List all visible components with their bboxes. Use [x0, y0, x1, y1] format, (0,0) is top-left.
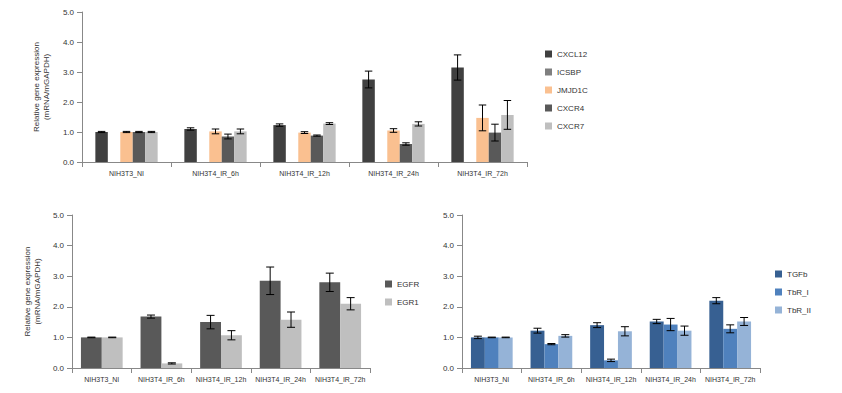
- svg-text:NIH3T4_IR_72h: NIH3T4_IR_72h: [315, 376, 366, 384]
- svg-text:1.0: 1.0: [53, 333, 65, 342]
- svg-text:2.0: 2.0: [443, 302, 455, 311]
- svg-text:ICSBP: ICSBP: [557, 68, 581, 77]
- svg-text:(mRNA/mGAPDH): (mRNA/mGAPDH): [42, 54, 51, 121]
- svg-text:1.0: 1.0: [443, 333, 455, 342]
- svg-text:NIH3T4_IR_24h: NIH3T4_IR_24h: [645, 376, 696, 384]
- svg-text:NIH3T4_IR_6h: NIH3T4_IR_6h: [138, 376, 185, 384]
- svg-text:NIH3T3_NI: NIH3T3_NI: [109, 170, 144, 178]
- svg-text:CXCR7: CXCR7: [557, 122, 585, 131]
- svg-text:0.0: 0.0: [443, 364, 455, 373]
- svg-text:3.0: 3.0: [443, 272, 455, 281]
- svg-text:TbR_I: TbR_I: [787, 288, 809, 297]
- svg-text:JMJD1C: JMJD1C: [557, 86, 588, 95]
- svg-text:2.0: 2.0: [63, 98, 75, 107]
- svg-text:5.0: 5.0: [53, 211, 65, 220]
- svg-text:CXCR4: CXCR4: [557, 104, 585, 113]
- svg-text:CXCL12: CXCL12: [557, 50, 588, 59]
- svg-text:TGFb: TGFb: [787, 270, 808, 279]
- svg-text:NIH3T4_IR_72h: NIH3T4_IR_72h: [457, 170, 508, 178]
- svg-text:4.0: 4.0: [53, 241, 65, 250]
- svg-text:5.0: 5.0: [443, 211, 455, 220]
- svg-text:NIH3T3_NI: NIH3T3_NI: [474, 376, 509, 384]
- svg-text:NIH3T4_IR_6h: NIH3T4_IR_6h: [528, 376, 575, 384]
- svg-text:(mRNA/mGAPDH): (mRNA/mGAPDH): [33, 258, 42, 325]
- svg-text:1.0: 1.0: [63, 128, 75, 137]
- svg-text:NIH3T4_IR_72h: NIH3T4_IR_72h: [705, 376, 756, 384]
- svg-text:NIH3T4_IR_12h: NIH3T4_IR_12h: [586, 376, 637, 384]
- svg-text:4.0: 4.0: [63, 38, 75, 47]
- svg-text:0.0: 0.0: [63, 158, 75, 167]
- svg-text:0.0: 0.0: [53, 364, 65, 373]
- svg-text:3.0: 3.0: [53, 272, 65, 281]
- svg-text:TbR_II: TbR_II: [787, 306, 811, 315]
- svg-text:Relative gene expression: Relative gene expression: [23, 247, 32, 337]
- svg-text:5.0: 5.0: [63, 8, 75, 17]
- svg-text:3.0: 3.0: [63, 68, 75, 77]
- svg-text:NIH3T4_IR_12h: NIH3T4_IR_12h: [279, 170, 330, 178]
- svg-text:NIH3T4_IR_6h: NIH3T4_IR_6h: [192, 170, 239, 178]
- svg-text:NIH3T3_NI: NIH3T3_NI: [84, 376, 119, 384]
- svg-text:EGR1: EGR1: [397, 298, 419, 307]
- svg-text:EGFR: EGFR: [397, 280, 419, 289]
- svg-text:NIH3T4_IR_24h: NIH3T4_IR_24h: [255, 376, 306, 384]
- svg-text:NIH3T4_IR_24h: NIH3T4_IR_24h: [368, 170, 419, 178]
- svg-text:4.0: 4.0: [443, 241, 455, 250]
- svg-text:2.0: 2.0: [53, 302, 65, 311]
- svg-text:NIH3T4_IR_12h: NIH3T4_IR_12h: [196, 376, 247, 384]
- svg-text:Relative gene expression: Relative gene expression: [32, 42, 41, 132]
